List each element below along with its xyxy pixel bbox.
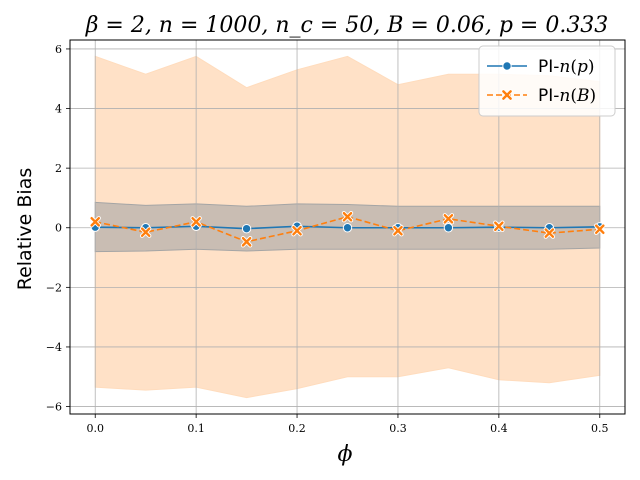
data-point-pi-n-b-glyph — [594, 224, 605, 235]
legend-label: PI-n(B) — [538, 86, 596, 106]
x-tick-label: 0.2 — [288, 422, 306, 435]
data-point-pi-n-p — [342, 223, 353, 233]
x-tick-label: 0.4 — [490, 422, 508, 435]
x-tick-label: 0.3 — [389, 422, 407, 435]
data-point-pi-n-b — [543, 227, 556, 239]
data-point-pi-n-b — [190, 216, 202, 228]
data-point-pi-n-b — [392, 225, 404, 237]
data-point-pi-n-b-glyph — [393, 225, 403, 236]
y-tick-label: −2 — [46, 281, 62, 294]
y-tick-label: 6 — [55, 43, 62, 56]
data-point-pi-n-b-glyph — [494, 221, 504, 232]
data-point-pi-n-b — [594, 223, 606, 235]
data-point-pi-n-b-glyph — [443, 214, 454, 224]
y-tick-label: 4 — [55, 103, 62, 116]
y-axis-label: Relative Bias — [14, 168, 36, 291]
legend-label: PI-n(p) — [538, 57, 595, 77]
data-point-pi-n-b — [291, 225, 303, 237]
legend-entry-pi-n-b: PI-n(B) — [487, 86, 596, 106]
y-axis-ticks: −6 −4 −2 0 2 4 6 — [46, 43, 70, 414]
data-point-pi-n-b — [442, 213, 455, 225]
data-point-pi-n-b-glyph — [90, 216, 101, 227]
y-tick-label: 0 — [55, 222, 62, 235]
data-point-pi-n-p — [443, 223, 454, 233]
x-tick-label: 0.1 — [187, 422, 205, 435]
y-tick-label: 2 — [55, 162, 62, 175]
data-point-pi-n-b-glyph — [342, 211, 353, 222]
chart-title: β = 2, n = 1000, n_c = 50, B = 0.06, p =… — [85, 13, 609, 38]
data-point-pi-n-b — [493, 220, 505, 232]
data-point-pi-n-b — [240, 236, 253, 248]
x-axis-ticks: 0.0 0.1 0.2 0.3 0.4 0.5 — [86, 414, 609, 435]
legend-entry-pi-n-p: PI-n(p) — [487, 57, 595, 77]
legend-marker-glyph — [502, 90, 512, 100]
data-point-pi-n-b — [89, 216, 101, 228]
data-point-pi-n-b — [139, 226, 152, 238]
data-point-pi-n-b-glyph — [544, 228, 555, 238]
series-markers — [89, 211, 606, 248]
data-point-pi-n-p — [241, 223, 252, 234]
data-point-pi-n-b-glyph — [140, 227, 151, 238]
legend-marker — [502, 61, 512, 71]
data-point-pi-n-b-glyph — [292, 225, 302, 236]
data-point-pi-n-b-glyph — [241, 236, 252, 247]
legend: PI-n(p) PI-n(B) — [478, 45, 616, 117]
legend-marker — [501, 89, 513, 101]
data-point-pi-n-b — [341, 211, 354, 223]
y-tick-label: −6 — [46, 401, 62, 414]
x-axis-label: ϕ — [338, 442, 353, 467]
x-tick-label: 0.5 — [591, 422, 609, 435]
y-tick-label: −4 — [46, 341, 62, 354]
x-tick-label: 0.0 — [86, 422, 104, 435]
plot-frame — [69, 39, 626, 415]
data-point-pi-n-b-glyph — [191, 216, 201, 227]
legend-box — [478, 45, 616, 117]
